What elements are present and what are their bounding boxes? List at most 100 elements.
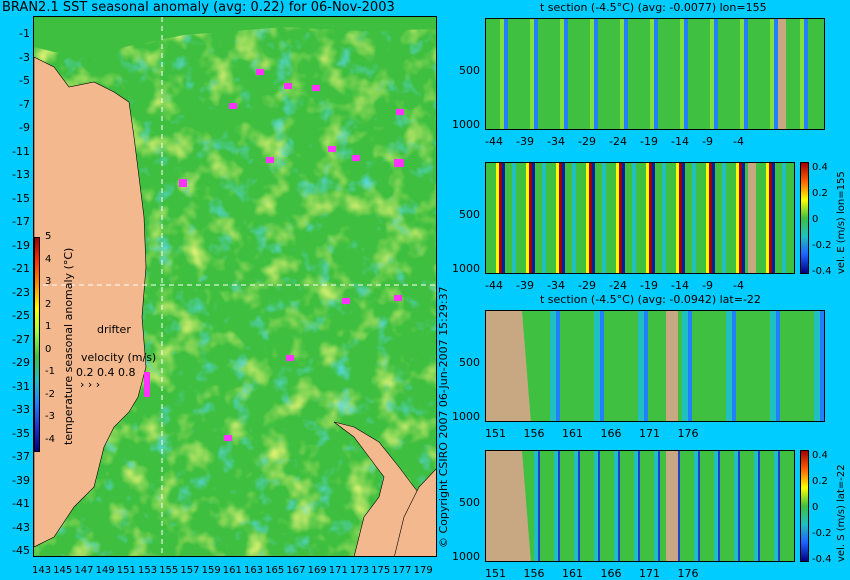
section-x-tick-label: 156 (523, 427, 545, 440)
section-land (486, 451, 531, 561)
section-x-tick-label: -9 (702, 279, 713, 292)
sst-colorbar (34, 237, 40, 452)
latitude-tick-label: -13 (12, 168, 30, 181)
depth-tick-label: 500 (459, 496, 480, 509)
longitude-tick-label: 149 (95, 565, 115, 576)
depth-tick-label: 500 (459, 208, 480, 221)
section-title: t section (-4.5°C) (avg: -0.0077) lon=15… (540, 1, 767, 14)
section-x-tick-label: 171 (639, 567, 660, 580)
section-x-tick-label: -4 (733, 135, 744, 148)
copyright-text: © Copyright CSIRO 2007 06-Jun-2007 15:29… (437, 286, 450, 548)
section-x-tick-label: -14 (671, 279, 689, 292)
latitude-tick-label: -41 (12, 497, 30, 510)
section-plot[interactable] (485, 18, 825, 130)
section-x-tick-label: -24 (609, 279, 627, 292)
latitude-tick-label: -3 (19, 50, 30, 64)
velocity-colorbar-tick: 0.4 (812, 162, 828, 173)
latitude-tick-label: -39 (12, 473, 30, 487)
sst-colorbar-tick: 0 (45, 343, 52, 355)
png-land (34, 17, 436, 57)
velocity-colorbar-tick: 0.2 (812, 476, 828, 487)
longitude-tick-label: 167 (286, 565, 306, 576)
velocity-colorbar-tick: -0.4 (812, 554, 832, 565)
velocity-colorbar (800, 450, 809, 562)
section-x-tick-label: -29 (578, 135, 596, 148)
sst-map-canvas (34, 17, 436, 556)
section-x-tick-label: 161 (562, 567, 583, 580)
sst-map[interactable] (33, 16, 437, 557)
velocity-scale: 0.2 0.4 0.8 (76, 366, 136, 379)
sst-colorbar-label: temperature seasonal anomaly (°C) (62, 247, 75, 445)
longitude-tick-label: 159 (201, 565, 221, 576)
longitude-tick-label: 169 (307, 565, 327, 576)
latitude-tick-label: -25 (12, 309, 30, 322)
longitude-tick-label: 177 (392, 565, 412, 576)
longitude-tick-label: 173 (350, 565, 370, 576)
section-x-tick-label: -34 (547, 135, 565, 148)
sst-colorbar-tick: -1 (45, 366, 55, 377)
depth-tick-label: 500 (459, 356, 480, 369)
latitude-tick-label: -17 (12, 215, 30, 228)
latitude-tick-label: -31 (12, 379, 30, 393)
latitude-tick-label: -15 (12, 191, 30, 205)
section-x-tick-label: -14 (671, 135, 689, 148)
velocity-colorbar-tick: -0.2 (812, 240, 832, 251)
velocity-colorbar-tick: 0.2 (812, 188, 828, 199)
section-land (486, 311, 531, 421)
section-plot[interactable] (485, 310, 825, 422)
section-x-tick-label: 176 (677, 567, 699, 580)
section-x-tick-label: 156 (523, 567, 545, 580)
velocity-colorbar-label: vel. S (m/s) lat=-22 (836, 464, 847, 562)
sst-colorbar-tick: 3 (45, 276, 52, 287)
sst-colorbar-tick: -3 (45, 411, 55, 422)
latitude-tick-label: -29 (12, 356, 30, 369)
drifter-markers (144, 69, 404, 441)
section-x-tick-label: 151 (485, 427, 506, 440)
latitude-tick-label: -11 (12, 144, 30, 158)
longitude-tick-label: 153 (138, 565, 158, 576)
latitude-tick-label: -1 (19, 27, 30, 40)
map-title: BRAN2.1 SST seasonal anomaly (avg: 0.22)… (2, 0, 395, 15)
latitude-tick-label: -19 (12, 238, 30, 252)
section-plot[interactable] (485, 162, 795, 274)
longitude-tick-label: 163 (244, 565, 264, 576)
section-land (748, 163, 756, 273)
velocity-colorbar-tick: 0.4 (812, 450, 828, 461)
latitude-tick-label: -5 (19, 74, 30, 87)
latitude-tick-label: -9 (19, 121, 30, 134)
longitude-tick-label: 175 (371, 565, 391, 576)
longitude-tick-label: 171 (328, 565, 348, 576)
section-plot[interactable] (485, 450, 795, 562)
longitude-tick-label: 143 (32, 565, 52, 576)
latitude-tick-label: -23 (12, 285, 30, 299)
section-x-tick-label: -39 (516, 279, 534, 292)
latitude-tick-label: -27 (12, 332, 30, 346)
section-x-tick-label: -4 (733, 279, 744, 292)
latitude-tick-label: -7 (19, 97, 30, 111)
depth-tick-label: 1000 (452, 118, 480, 131)
section-land (666, 451, 678, 561)
section-x-tick-label: -19 (640, 135, 658, 148)
velocity-label: velocity (m/s) (81, 351, 157, 364)
depth-tick-label: 1000 (452, 262, 480, 275)
sst-colorbar-tick: -4 (45, 433, 55, 445)
section-x-tick-label: -44 (485, 279, 503, 292)
latitude-tick-label: -45 (12, 544, 30, 557)
section-x-tick-label: -24 (609, 135, 627, 148)
section-land (666, 311, 678, 421)
section-land (778, 19, 786, 129)
longitude-tick-label: 155 (159, 565, 179, 576)
section-title: t section (-4.5°C) (avg: -0.0942) lat=-2… (540, 293, 761, 306)
velocity-colorbar-tick: -0.2 (812, 528, 832, 539)
latitude-tick-label: -35 (12, 426, 30, 440)
longitude-tick-label: 157 (180, 565, 200, 576)
sst-colorbar-tick: 1 (45, 321, 52, 332)
section-x-tick-label: -44 (485, 135, 503, 148)
velocity-colorbar-tick: -0.4 (812, 266, 832, 277)
australia-land (34, 56, 147, 548)
depth-tick-label: 1000 (452, 410, 480, 423)
depth-tick-label: 1000 (452, 550, 480, 563)
sst-colorbar-tick: 4 (45, 253, 52, 265)
longitude-tick-label: 179 (413, 565, 433, 576)
section-x-tick-label: 176 (677, 427, 699, 440)
